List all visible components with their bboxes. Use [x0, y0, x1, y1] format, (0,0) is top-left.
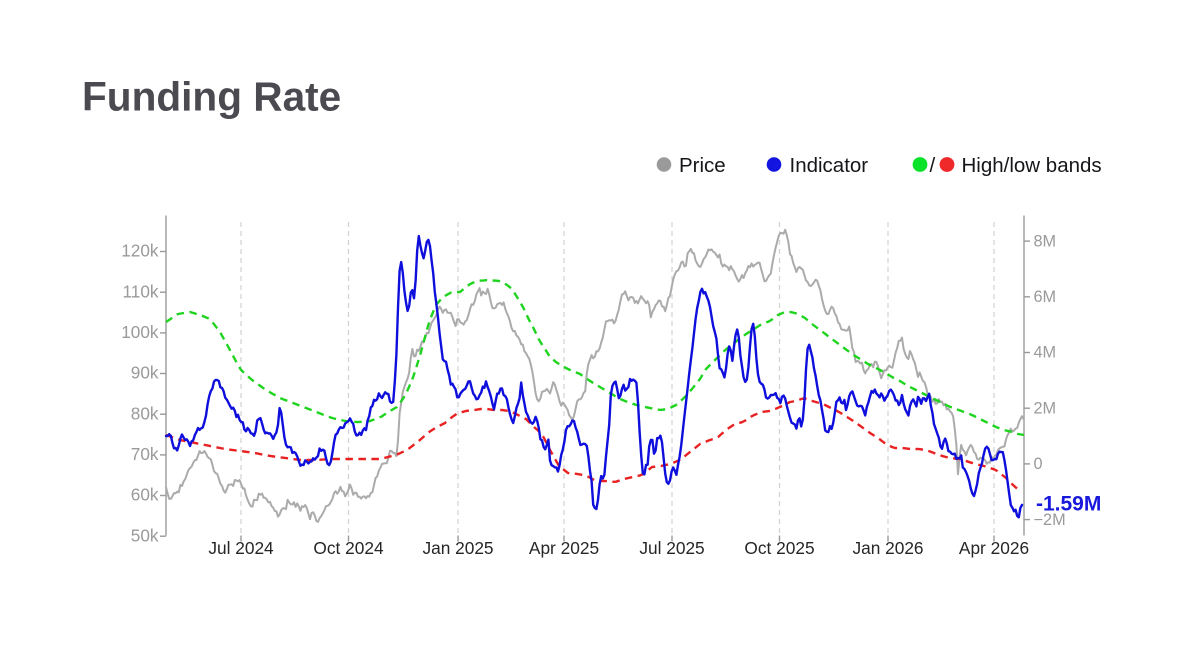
svg-text:70k: 70k	[131, 444, 159, 464]
svg-text:0: 0	[1034, 455, 1043, 473]
svg-text:2M: 2M	[1034, 399, 1057, 417]
svg-text:/: /	[930, 154, 936, 177]
svg-text:90k: 90k	[131, 363, 159, 383]
svg-text:50k: 50k	[131, 525, 159, 545]
svg-text:Jan 2025: Jan 2025	[422, 538, 493, 558]
svg-text:Funding Rate: Funding Rate	[82, 74, 341, 120]
svg-text:Jan 2026: Jan 2026	[852, 538, 923, 558]
svg-text:80k: 80k	[131, 403, 159, 423]
svg-text:−2M: −2M	[1034, 511, 1066, 529]
svg-text:Apr 2026: Apr 2026	[959, 538, 1029, 558]
svg-text:60k: 60k	[131, 485, 159, 505]
svg-text:Oct 2025: Oct 2025	[744, 538, 814, 558]
svg-text:Jul 2024: Jul 2024	[208, 538, 274, 558]
svg-text:6M: 6M	[1034, 288, 1057, 306]
svg-text:Apr 2025: Apr 2025	[529, 538, 599, 558]
svg-text:High/low bands: High/low bands	[962, 154, 1102, 177]
svg-text:Jul 2025: Jul 2025	[639, 538, 704, 558]
svg-text:Price: Price	[679, 154, 726, 177]
svg-text:8M: 8M	[1034, 232, 1057, 250]
svg-text:120k: 120k	[121, 241, 159, 261]
svg-text:Indicator: Indicator	[790, 154, 869, 177]
svg-text:110k: 110k	[123, 281, 159, 301]
svg-text:100k: 100k	[121, 322, 159, 342]
svg-text:4M: 4M	[1034, 344, 1057, 362]
svg-text:-1.59M: -1.59M	[1036, 493, 1101, 516]
svg-text:Oct 2024: Oct 2024	[313, 538, 384, 558]
